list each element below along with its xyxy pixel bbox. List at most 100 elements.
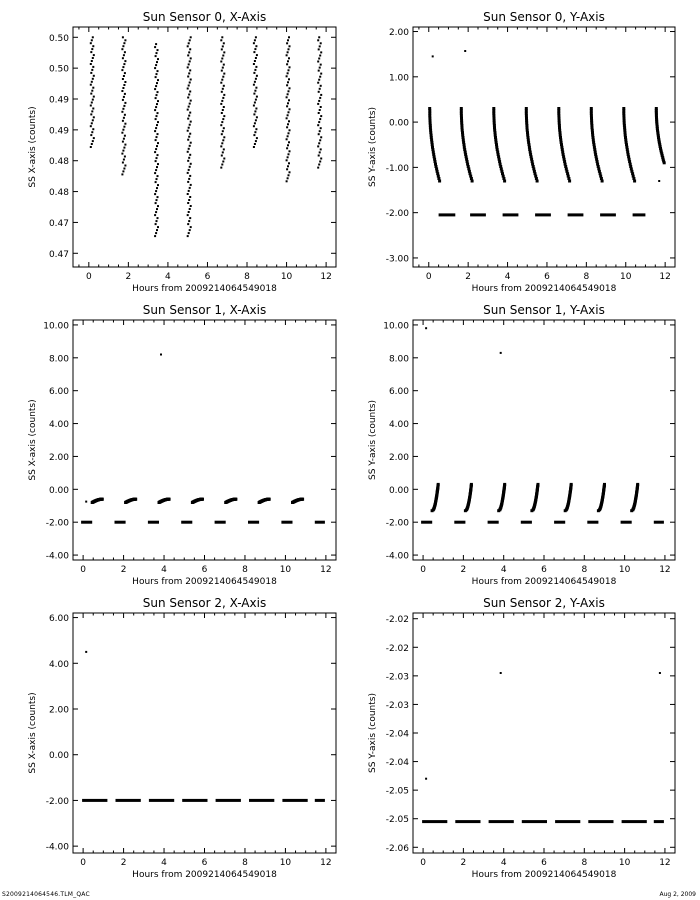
data-point xyxy=(254,131,257,134)
data-point xyxy=(428,114,432,118)
data-point xyxy=(622,109,626,113)
data-point xyxy=(91,36,94,39)
data-point xyxy=(468,172,472,176)
data-point xyxy=(90,60,93,62)
x-tick-label: 12 xyxy=(320,272,331,282)
data-point xyxy=(318,87,321,90)
data-point xyxy=(559,136,562,139)
data-point xyxy=(320,72,323,75)
chart-panel-3: Sun Sensor 1, Y-Axis 0 2 4 6 8 10 12 -4.00 -2.00 0… xyxy=(368,303,676,587)
data-point xyxy=(592,145,596,149)
data-point xyxy=(89,63,92,65)
data-point xyxy=(596,165,600,168)
y-tick-label: 8.00 xyxy=(49,354,69,364)
data-point xyxy=(285,159,288,162)
data-segment-vertical xyxy=(121,36,127,176)
data-point xyxy=(317,112,320,114)
data-point xyxy=(155,106,158,109)
data-point xyxy=(189,36,192,39)
data-point xyxy=(92,107,95,110)
data-dash xyxy=(314,798,325,802)
x-tick-label: 6 xyxy=(544,272,550,282)
data-point xyxy=(564,167,568,171)
data-point xyxy=(124,81,127,83)
data-point xyxy=(497,157,501,161)
data-dash xyxy=(147,520,159,524)
data-point xyxy=(660,154,664,158)
data-point xyxy=(154,76,157,79)
data-point xyxy=(123,167,126,170)
data-segment-dash xyxy=(314,520,325,524)
data-point xyxy=(186,193,189,195)
data-point xyxy=(655,117,659,121)
y-tick-label: -4.00 xyxy=(386,552,410,562)
data-point xyxy=(186,235,189,238)
data-point xyxy=(255,54,258,57)
x-tick-label: 10 xyxy=(619,858,631,868)
data-segment-dash xyxy=(314,798,325,802)
data-point xyxy=(234,497,238,501)
data-point xyxy=(285,117,288,120)
data-point xyxy=(532,167,536,171)
data-point xyxy=(157,79,159,82)
data-point xyxy=(156,133,159,136)
y-tick-label: -2.05 xyxy=(386,787,409,797)
x-tick-label: 0 xyxy=(80,565,86,575)
data-point xyxy=(492,107,496,110)
data-point xyxy=(463,150,467,154)
data-point xyxy=(156,112,159,115)
data-point xyxy=(220,90,223,93)
y-tick-label: 0.47 xyxy=(49,219,69,229)
data-point xyxy=(221,36,224,39)
data-point xyxy=(529,152,533,156)
data-point xyxy=(285,180,288,183)
data-segment-arc xyxy=(124,497,138,504)
data-point xyxy=(622,123,626,127)
data-segment-curve xyxy=(589,107,604,183)
data-point xyxy=(590,121,594,125)
data-segment-dash xyxy=(281,520,293,524)
x-axis-label: Hours from 2009214064549018 xyxy=(132,577,277,587)
data-dash xyxy=(438,213,456,217)
data-point xyxy=(655,121,659,125)
data-point xyxy=(599,174,603,178)
y-tick-label: 0.00 xyxy=(49,486,69,496)
data-point xyxy=(503,482,507,486)
data-point xyxy=(566,172,570,176)
data-point xyxy=(155,157,158,160)
data-point xyxy=(91,48,94,51)
data-point-outlier xyxy=(425,777,428,780)
data-point xyxy=(188,102,191,105)
data-point xyxy=(630,169,634,173)
data-point xyxy=(189,153,192,156)
data-point xyxy=(189,99,192,102)
data-point xyxy=(222,118,225,121)
data-point xyxy=(154,193,157,196)
data-point xyxy=(123,134,126,137)
data-point xyxy=(154,151,157,154)
data-point xyxy=(460,126,464,130)
y-tick-label: -2.00 xyxy=(386,209,410,219)
data-point xyxy=(287,48,290,51)
data-point xyxy=(254,119,257,122)
data-point xyxy=(124,60,127,63)
plot-frame xyxy=(412,26,676,268)
data-point xyxy=(90,143,93,145)
data-point xyxy=(625,148,629,152)
data-point xyxy=(317,90,320,93)
data-point xyxy=(459,114,463,118)
data-point xyxy=(188,165,191,168)
x-tick-label: 8 xyxy=(583,272,589,282)
data-point xyxy=(597,167,601,171)
data-point xyxy=(287,174,290,177)
data-point xyxy=(525,116,528,120)
data-point xyxy=(188,39,191,42)
data-point xyxy=(221,45,224,48)
data-dash xyxy=(521,820,547,824)
data-point xyxy=(318,151,321,154)
data-point xyxy=(431,148,435,152)
data-point xyxy=(187,180,190,183)
data-point xyxy=(222,106,225,108)
x-tick-label: 10 xyxy=(280,858,292,868)
data-point xyxy=(436,174,440,178)
